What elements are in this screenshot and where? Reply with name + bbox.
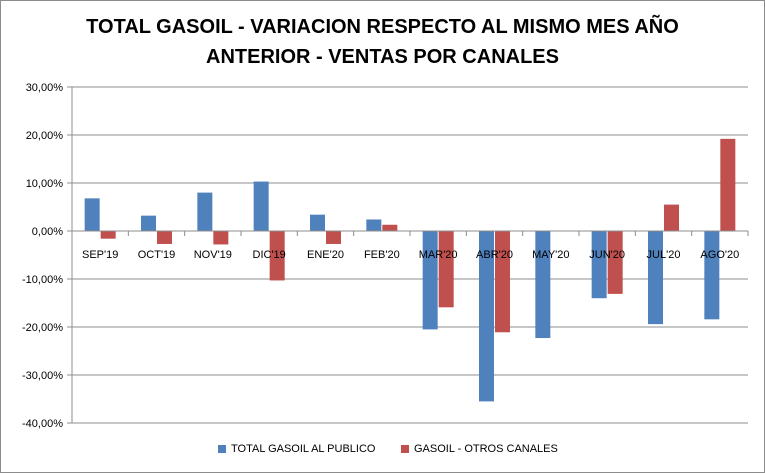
x-tick-label: JUN'20 <box>589 249 625 261</box>
x-tick-label: NOV'19 <box>194 249 232 261</box>
legend-swatch-series-1 <box>218 445 226 453</box>
y-tick-label: -10,00% <box>22 274 63 286</box>
x-tick-label: JUL'20 <box>647 249 681 261</box>
bar-publico-5 <box>366 219 382 231</box>
bars <box>84 138 736 402</box>
bar-publico-1 <box>141 215 156 231</box>
bar-publico-8 <box>535 231 551 339</box>
chart-title: TOTAL GASOIL - VARIACION RESPECTO AL MIS… <box>0 12 765 72</box>
bar-publico-2 <box>197 192 213 231</box>
y-tick-label: 10,00% <box>26 178 64 190</box>
bar-otros-5 <box>382 224 398 231</box>
chart-title-line1: TOTAL GASOIL - VARIACION RESPECTO AL MIS… <box>86 16 679 38</box>
legend: TOTAL GASOIL AL PUBLICO GASOIL - OTROS C… <box>0 443 765 459</box>
bar-publico-6 <box>422 231 438 330</box>
legend-label-series-2: GASOIL - OTROS CANALES <box>414 443 558 455</box>
chart-title-line2: ANTERIOR - VENTAS POR CANALES <box>206 46 559 68</box>
bar-otros-3 <box>269 231 285 281</box>
y-tick-label: 0,00% <box>32 226 63 238</box>
bar-otros-0 <box>100 231 116 239</box>
bar-otros-11 <box>720 138 736 231</box>
x-tick-label: DIC'19 <box>253 249 286 261</box>
x-tick-label: FEB'20 <box>364 249 400 261</box>
y-tick-label: -30,00% <box>22 370 63 382</box>
bar-publico-0 <box>84 198 100 231</box>
legend-swatch-series-2 <box>401 445 409 453</box>
bar-otros-7 <box>495 231 510 333</box>
bar-publico-10 <box>648 231 663 325</box>
bar-publico-4 <box>310 214 325 231</box>
x-tick-label: MAR'20 <box>419 249 458 261</box>
legend-item-series-1: TOTAL GASOIL AL PUBLICO <box>218 443 375 455</box>
y-tick-label: 20,00% <box>26 130 64 142</box>
legend-label-series-1: TOTAL GASOIL AL PUBLICO <box>231 443 376 455</box>
bar-otros-9 <box>607 231 623 294</box>
bar-otros-1 <box>157 231 172 244</box>
x-tick-label: ABR'20 <box>476 249 513 261</box>
bar-publico-7 <box>479 231 494 402</box>
x-tick-label: ENE'20 <box>307 249 344 261</box>
bar-otros-2 <box>213 231 229 245</box>
bar-otros-10 <box>664 204 679 231</box>
bar-publico-11 <box>704 231 720 320</box>
legend-item-series-2: GASOIL - OTROS CANALES <box>401 443 558 455</box>
bar-publico-3 <box>253 181 269 231</box>
bar-otros-4 <box>326 231 341 244</box>
bar-otros-6 <box>438 231 454 308</box>
tick-labels: 30,00% 20,00% 10,00% 0,00% -10,00% -20,00% -30… <box>22 82 739 430</box>
bar-publico-9 <box>591 231 607 299</box>
x-tick-label: MAY'20 <box>532 249 569 261</box>
axes <box>67 86 749 424</box>
x-tick-label: OCT'19 <box>138 249 176 261</box>
x-tick-label: AGO'20 <box>700 249 739 261</box>
y-tick-label: -20,00% <box>22 322 63 334</box>
y-tick-label: -40,00% <box>22 418 63 430</box>
y-tick-label: 30,00% <box>26 82 64 94</box>
x-tick-label: SEP'19 <box>82 249 118 261</box>
